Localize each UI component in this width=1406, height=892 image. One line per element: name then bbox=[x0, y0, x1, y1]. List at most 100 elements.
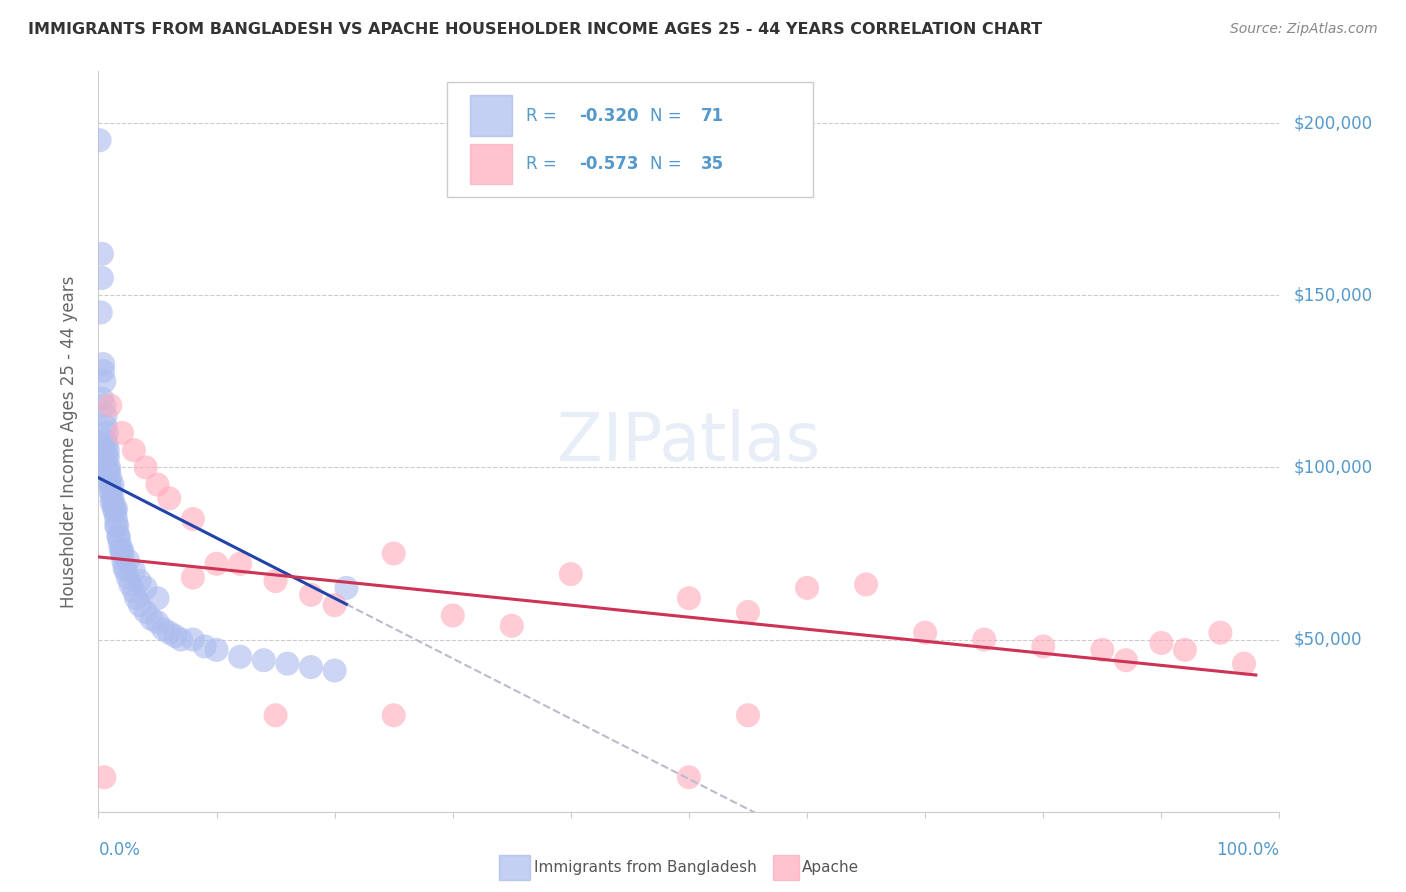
Point bbox=[1032, 640, 1054, 654]
Text: $200,000: $200,000 bbox=[1294, 114, 1372, 132]
Text: Source: ZipAtlas.com: Source: ZipAtlas.com bbox=[1230, 22, 1378, 37]
Point bbox=[98, 460, 121, 475]
Text: R =: R = bbox=[526, 155, 562, 173]
Text: $150,000: $150,000 bbox=[1294, 286, 1372, 304]
Point bbox=[264, 708, 287, 723]
Point bbox=[1233, 657, 1256, 671]
Point bbox=[276, 657, 298, 671]
Point bbox=[98, 464, 121, 478]
Text: 35: 35 bbox=[700, 155, 724, 173]
Point bbox=[181, 632, 204, 647]
Point bbox=[93, 433, 115, 447]
Point bbox=[91, 357, 114, 371]
Point bbox=[93, 374, 115, 388]
Point bbox=[855, 577, 877, 591]
Point bbox=[111, 543, 134, 558]
Point bbox=[120, 577, 142, 591]
Point bbox=[205, 557, 228, 571]
Point bbox=[914, 625, 936, 640]
Point bbox=[146, 591, 169, 606]
Point bbox=[103, 498, 125, 512]
Text: -0.573: -0.573 bbox=[579, 155, 638, 173]
Point bbox=[122, 584, 145, 599]
Text: N =: N = bbox=[650, 155, 688, 173]
Point bbox=[152, 622, 174, 636]
Point bbox=[264, 574, 287, 588]
Text: IMMIGRANTS FROM BANGLADESH VS APACHE HOUSEHOLDER INCOME AGES 25 - 44 YEARS CORRE: IMMIGRANTS FROM BANGLADESH VS APACHE HOU… bbox=[28, 22, 1042, 37]
Point bbox=[194, 640, 217, 654]
Point bbox=[117, 570, 139, 584]
Point bbox=[105, 519, 128, 533]
Text: $50,000: $50,000 bbox=[1294, 631, 1362, 648]
Point bbox=[101, 491, 124, 506]
Point bbox=[146, 477, 169, 491]
Point bbox=[125, 591, 148, 606]
Point bbox=[135, 460, 157, 475]
Bar bbox=[471, 95, 512, 136]
Point bbox=[1150, 636, 1173, 650]
Point bbox=[229, 557, 252, 571]
Point bbox=[112, 560, 135, 574]
FancyBboxPatch shape bbox=[447, 82, 813, 197]
Point bbox=[122, 564, 145, 578]
Point bbox=[98, 398, 121, 412]
Point bbox=[103, 501, 125, 516]
Point bbox=[111, 425, 134, 440]
Point bbox=[117, 553, 139, 567]
Point bbox=[91, 364, 114, 378]
Text: $100,000: $100,000 bbox=[1294, 458, 1372, 476]
Point bbox=[97, 443, 120, 458]
Point bbox=[737, 605, 759, 619]
Text: N =: N = bbox=[650, 107, 688, 125]
Point bbox=[112, 553, 135, 567]
Point bbox=[128, 598, 150, 612]
Point bbox=[110, 543, 132, 558]
Point bbox=[205, 643, 228, 657]
Point bbox=[96, 425, 118, 440]
Point bbox=[323, 598, 346, 612]
Text: ZIPatlas: ZIPatlas bbox=[557, 409, 821, 475]
Point bbox=[796, 581, 818, 595]
Point bbox=[91, 247, 114, 261]
Text: Apache: Apache bbox=[801, 861, 859, 875]
Point bbox=[100, 495, 122, 509]
Point bbox=[382, 708, 405, 723]
Point bbox=[107, 529, 129, 543]
Point bbox=[94, 409, 117, 423]
Point bbox=[94, 443, 117, 458]
Point bbox=[1209, 625, 1232, 640]
Point bbox=[135, 581, 157, 595]
Point bbox=[128, 574, 150, 588]
Point bbox=[335, 581, 357, 595]
Point bbox=[1115, 653, 1137, 667]
Point bbox=[165, 629, 187, 643]
Point bbox=[323, 664, 346, 678]
Text: Immigrants from Bangladesh: Immigrants from Bangladesh bbox=[534, 861, 756, 875]
Text: R =: R = bbox=[526, 107, 562, 125]
Point bbox=[105, 512, 128, 526]
Bar bbox=[471, 144, 512, 185]
Point bbox=[382, 546, 405, 560]
Point bbox=[108, 536, 131, 550]
Point bbox=[98, 471, 121, 485]
Point bbox=[560, 567, 582, 582]
Point bbox=[93, 398, 115, 412]
Point bbox=[299, 660, 322, 674]
Point bbox=[107, 529, 129, 543]
Point bbox=[89, 133, 111, 147]
Point bbox=[96, 436, 118, 450]
Point bbox=[111, 546, 134, 560]
Text: 0.0%: 0.0% bbox=[98, 841, 141, 859]
Point bbox=[122, 443, 145, 458]
Point bbox=[229, 649, 252, 664]
Y-axis label: Householder Income Ages 25 - 44 years: Householder Income Ages 25 - 44 years bbox=[59, 276, 77, 607]
Point bbox=[973, 632, 995, 647]
Point bbox=[146, 615, 169, 630]
Point bbox=[441, 608, 464, 623]
Point bbox=[104, 505, 127, 519]
Point bbox=[90, 305, 112, 319]
Point bbox=[170, 632, 193, 647]
Point bbox=[501, 619, 523, 633]
Point bbox=[101, 477, 124, 491]
Point bbox=[157, 491, 180, 506]
